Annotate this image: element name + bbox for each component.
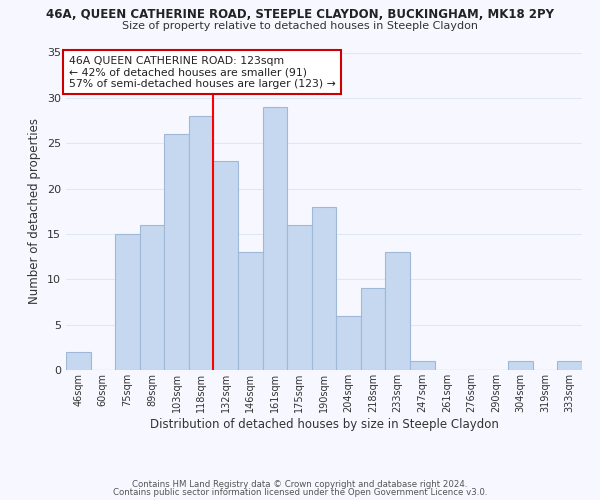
Bar bbox=[189, 116, 214, 370]
Bar bbox=[312, 206, 336, 370]
Text: 46A QUEEN CATHERINE ROAD: 123sqm
← 42% of detached houses are smaller (91)
57% o: 46A QUEEN CATHERINE ROAD: 123sqm ← 42% o… bbox=[68, 56, 335, 89]
Text: Contains public sector information licensed under the Open Government Licence v3: Contains public sector information licen… bbox=[113, 488, 487, 497]
Bar bbox=[263, 107, 287, 370]
Text: 46A, QUEEN CATHERINE ROAD, STEEPLE CLAYDON, BUCKINGHAM, MK18 2PY: 46A, QUEEN CATHERINE ROAD, STEEPLE CLAYD… bbox=[46, 8, 554, 20]
Bar bbox=[164, 134, 189, 370]
Y-axis label: Number of detached properties: Number of detached properties bbox=[28, 118, 41, 304]
Bar bbox=[410, 361, 434, 370]
Bar bbox=[115, 234, 140, 370]
Bar bbox=[361, 288, 385, 370]
Bar bbox=[508, 361, 533, 370]
Bar bbox=[385, 252, 410, 370]
Text: Size of property relative to detached houses in Steeple Claydon: Size of property relative to detached ho… bbox=[122, 21, 478, 31]
Bar bbox=[287, 225, 312, 370]
Text: Contains HM Land Registry data © Crown copyright and database right 2024.: Contains HM Land Registry data © Crown c… bbox=[132, 480, 468, 489]
Bar bbox=[336, 316, 361, 370]
Bar bbox=[557, 361, 582, 370]
Bar bbox=[238, 252, 263, 370]
X-axis label: Distribution of detached houses by size in Steeple Claydon: Distribution of detached houses by size … bbox=[149, 418, 499, 430]
Bar bbox=[140, 225, 164, 370]
Bar bbox=[214, 162, 238, 370]
Bar bbox=[66, 352, 91, 370]
